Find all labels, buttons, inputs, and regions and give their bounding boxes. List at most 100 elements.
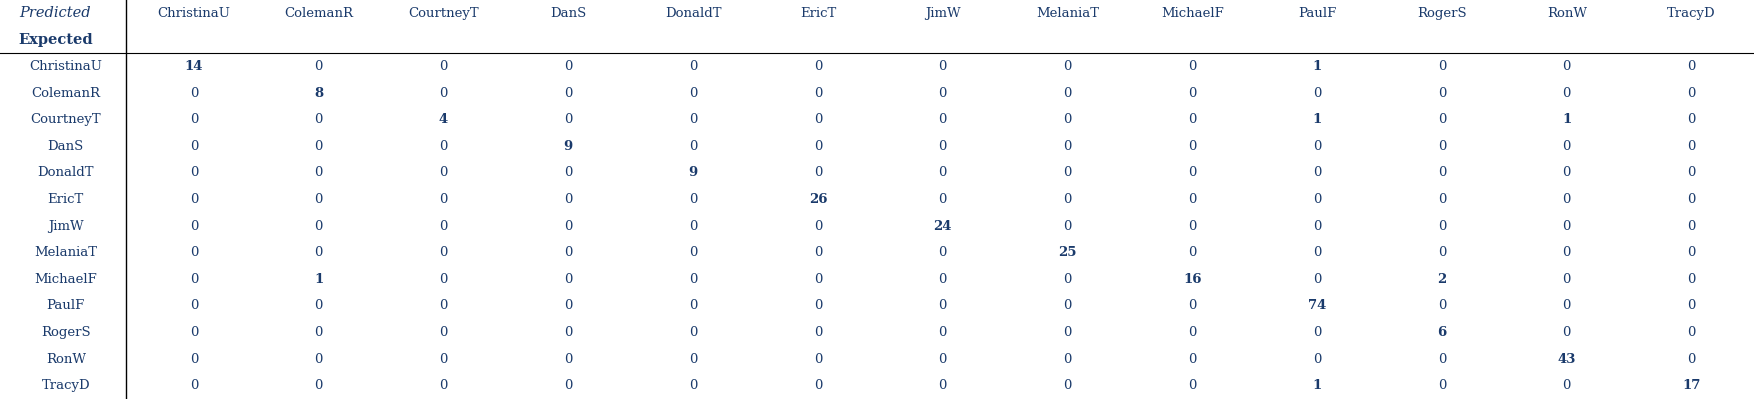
Text: 4: 4 [438,113,449,126]
Text: 0: 0 [689,273,698,286]
Text: 0: 0 [314,246,323,259]
Text: 0: 0 [565,113,572,126]
Text: 0: 0 [1687,299,1696,312]
Text: RogerS: RogerS [40,326,91,339]
Text: JimW: JimW [924,7,961,20]
Text: 0: 0 [438,140,447,153]
Text: 0: 0 [938,87,947,100]
Text: 0: 0 [1687,113,1696,126]
Text: 0: 0 [1314,219,1321,233]
Text: 0: 0 [189,273,198,286]
Text: 0: 0 [438,326,447,339]
Text: TracyD: TracyD [42,379,89,392]
Text: 2: 2 [1437,273,1447,286]
Text: 0: 0 [1687,353,1696,365]
Text: 0: 0 [189,193,198,206]
Text: 0: 0 [1187,113,1196,126]
Text: 0: 0 [1314,326,1321,339]
Text: 0: 0 [1063,113,1072,126]
Text: 0: 0 [689,379,698,392]
Text: 0: 0 [689,353,698,365]
Text: 0: 0 [689,219,698,233]
Text: 0: 0 [1063,140,1072,153]
Text: 1: 1 [1312,60,1323,73]
Text: 0: 0 [1063,299,1072,312]
Text: 0: 0 [1063,326,1072,339]
Text: 0: 0 [1314,140,1321,153]
Text: 0: 0 [1187,166,1196,180]
Text: 0: 0 [1187,219,1196,233]
Text: 6: 6 [1437,326,1447,339]
Text: 0: 0 [438,246,447,259]
Text: 0: 0 [1563,219,1572,233]
Text: 0: 0 [189,379,198,392]
Text: MelaniaT: MelaniaT [1037,7,1100,20]
Text: 0: 0 [1438,193,1447,206]
Text: 0: 0 [1314,87,1321,100]
Text: 0: 0 [1438,113,1447,126]
Text: 0: 0 [1563,87,1572,100]
Text: RonW: RonW [1547,7,1587,20]
Text: 0: 0 [689,60,698,73]
Text: 0: 0 [1438,246,1447,259]
Text: RonW: RonW [46,353,86,365]
Text: 0: 0 [314,219,323,233]
Text: 0: 0 [1438,166,1447,180]
Text: 0: 0 [1438,299,1447,312]
Text: 0: 0 [565,326,572,339]
Text: DonaldT: DonaldT [665,7,721,20]
Text: 0: 0 [1314,166,1321,180]
Text: 0: 0 [1314,193,1321,206]
Text: 0: 0 [1063,60,1072,73]
Text: 0: 0 [938,60,947,73]
Text: 0: 0 [689,246,698,259]
Text: MichaelF: MichaelF [35,273,96,286]
Text: 0: 0 [565,219,572,233]
Text: 0: 0 [1187,87,1196,100]
Text: 0: 0 [1563,140,1572,153]
Text: 0: 0 [1187,379,1196,392]
Text: 0: 0 [1687,140,1696,153]
Text: 0: 0 [938,326,947,339]
Text: 0: 0 [814,87,823,100]
Text: 0: 0 [814,379,823,392]
Text: ColemanR: ColemanR [32,87,100,100]
Text: RogerS: RogerS [1417,7,1466,20]
Text: EricT: EricT [47,193,84,206]
Text: MelaniaT: MelaniaT [35,246,96,259]
Text: Expected: Expected [18,33,93,47]
Text: 16: 16 [1184,273,1201,286]
Text: 0: 0 [314,60,323,73]
Text: 0: 0 [689,113,698,126]
Text: 0: 0 [1687,273,1696,286]
Text: 0: 0 [938,113,947,126]
Text: 0: 0 [1187,140,1196,153]
Text: 0: 0 [1063,87,1072,100]
Text: 0: 0 [1438,219,1447,233]
Text: 1: 1 [1312,113,1323,126]
Text: 1: 1 [1563,113,1572,126]
Text: 0: 0 [1563,299,1572,312]
Text: 0: 0 [438,379,447,392]
Text: 14: 14 [184,60,203,73]
Text: 0: 0 [565,60,572,73]
Text: EricT: EricT [800,7,837,20]
Text: MichaelF: MichaelF [1161,7,1224,20]
Text: 0: 0 [814,246,823,259]
Text: ChristinaU: ChristinaU [30,60,102,73]
Text: 0: 0 [438,219,447,233]
Text: 1: 1 [1312,379,1323,392]
Text: 0: 0 [189,246,198,259]
Text: 0: 0 [1438,379,1447,392]
Text: CourtneyT: CourtneyT [30,113,102,126]
Text: 0: 0 [938,246,947,259]
Text: 0: 0 [189,113,198,126]
Text: 0: 0 [565,193,572,206]
Text: 0: 0 [938,379,947,392]
Text: 0: 0 [438,87,447,100]
Text: ColemanR: ColemanR [284,7,353,20]
Text: 0: 0 [1438,87,1447,100]
Text: 0: 0 [938,273,947,286]
Text: DonaldT: DonaldT [37,166,95,180]
Text: 8: 8 [314,87,323,100]
